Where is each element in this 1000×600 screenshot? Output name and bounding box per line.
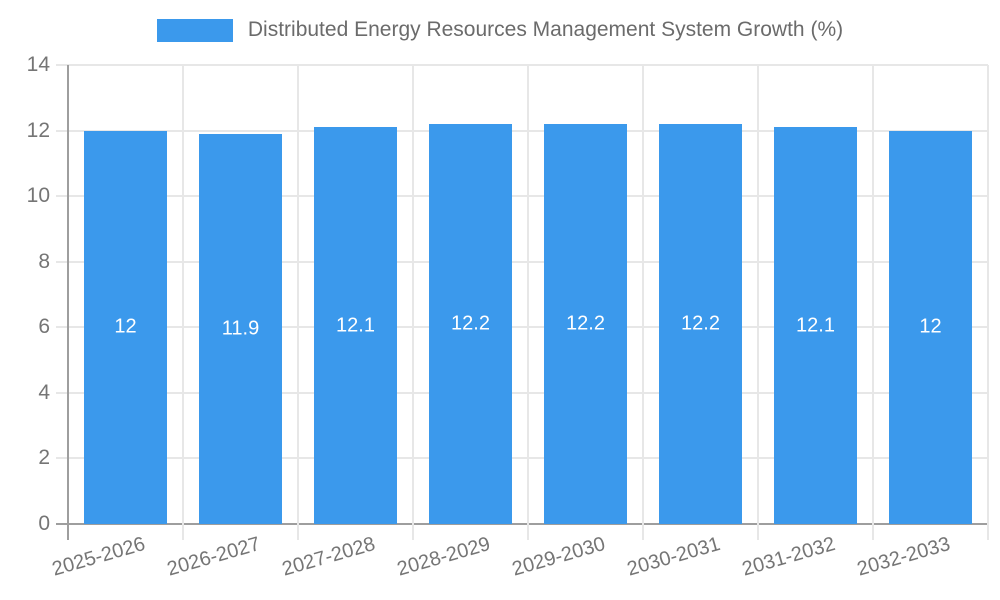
y-axis-tick-label: 4 (38, 380, 50, 404)
horizontal-gridline (56, 195, 988, 198)
horizontal-gridline (56, 64, 988, 66)
x-axis-tick-label: 2027-2028 (279, 533, 378, 581)
y-axis-tick-label: 2 (38, 446, 50, 470)
y-axis-tick-label: 8 (38, 249, 50, 273)
bar (889, 130, 972, 524)
x-axis-tick-label: 2026-2027 (164, 533, 263, 581)
horizontal-gridline (56, 457, 988, 460)
y-axis-tick-label: 12 (26, 118, 50, 142)
bar-value-label: 12.2 (681, 312, 720, 335)
chart-legend: Distributed Energy Resources Management … (0, 18, 1000, 42)
bar-value-label: 12.2 (566, 312, 605, 335)
vertical-gridline (642, 65, 644, 540)
x-axis-tick-label: 2025-2026 (49, 533, 148, 581)
bar-value-label: 12 (919, 315, 942, 338)
legend-item[interactable]: Distributed Energy Resources Management … (156, 18, 844, 42)
bar (314, 127, 397, 524)
y-axis-tick-label: 14 (26, 53, 50, 76)
bar (429, 124, 512, 524)
y-axis-line (67, 65, 69, 540)
bar-value-label: 12 (114, 315, 137, 338)
vertical-gridline (412, 65, 414, 540)
legend-label: Distributed Energy Resources Management … (247, 18, 844, 41)
legend-color-swatch (156, 18, 233, 42)
bar (84, 130, 167, 524)
vertical-gridline (182, 65, 184, 540)
x-axis-tick-label: 2028-2029 (394, 533, 493, 581)
y-axis-tick-label: 6 (38, 315, 50, 339)
bar (774, 127, 857, 524)
bar-value-label: 12.2 (451, 312, 490, 335)
horizontal-gridline (56, 260, 988, 263)
bar-value-label: 11.9 (221, 317, 260, 340)
bar (659, 124, 742, 524)
horizontal-gridline (56, 326, 988, 329)
vertical-gridline (757, 65, 759, 540)
x-axis-tick-label: 2029-2030 (509, 533, 608, 581)
bar-value-label: 12.1 (796, 314, 835, 337)
bar-value-label: 12.1 (336, 314, 375, 337)
bar (544, 124, 627, 524)
horizontal-gridline (56, 391, 988, 394)
x-axis-tick-label: 2032-2033 (854, 533, 953, 581)
vertical-gridline (987, 65, 989, 540)
x-axis-tick-label: 2030-2031 (624, 533, 723, 581)
horizontal-gridline (56, 129, 988, 132)
x-axis-tick-label: 2031-2032 (739, 533, 838, 581)
vertical-gridline (527, 65, 529, 540)
y-axis-tick-label: 10 (26, 184, 50, 208)
x-axis-line (56, 523, 988, 525)
y-axis-tick-label: 0 (38, 512, 50, 535)
bar (199, 133, 282, 524)
vertical-gridline (872, 65, 874, 540)
vertical-gridline (297, 65, 299, 540)
